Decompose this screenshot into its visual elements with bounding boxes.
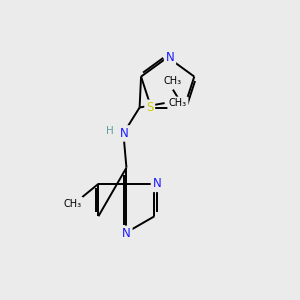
Text: N: N — [120, 127, 129, 140]
Text: CH₃: CH₃ — [164, 76, 182, 86]
Text: H: H — [106, 126, 114, 136]
Text: CH₃: CH₃ — [169, 98, 187, 108]
Text: CH₃: CH₃ — [64, 199, 82, 208]
Text: N: N — [166, 51, 174, 64]
Text: S: S — [146, 101, 153, 114]
Text: N: N — [122, 227, 131, 240]
Text: N: N — [152, 177, 161, 190]
